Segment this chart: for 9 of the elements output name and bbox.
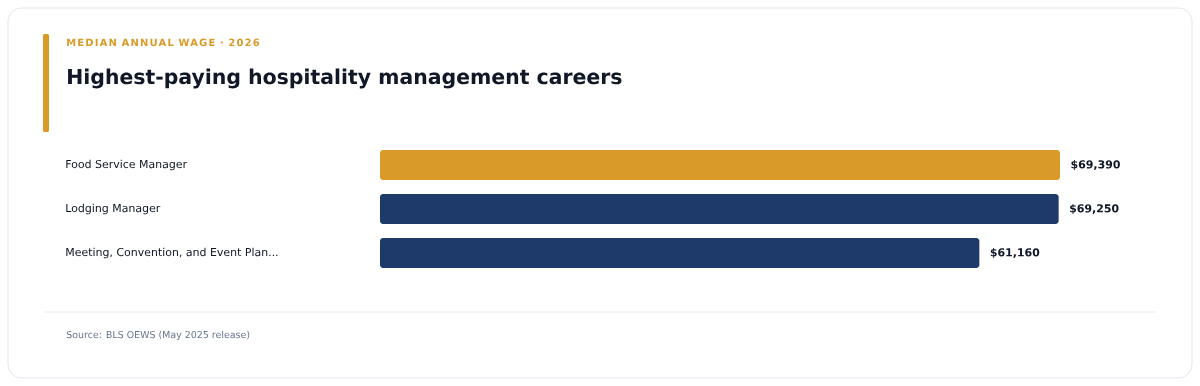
data-label: $61,160 [990, 248, 1040, 258]
y-tick-label: Meeting, Convention, and Event Plan... [66, 247, 278, 259]
data-label: $69,390 [1071, 160, 1120, 170]
chart-title: Highest-paying hospitality management careers [68, 68, 622, 89]
text: MEDIAN ANNUAL WAGE · 2026 [67, 38, 260, 47]
y-tick-label: Food Service Manager [66, 159, 188, 171]
y-tick-label: Lodging Manager [66, 203, 161, 215]
source-note: Source: BLS OEWS (May 2025 release) [66, 330, 250, 340]
data-label: $69,250 [1070, 204, 1119, 214]
